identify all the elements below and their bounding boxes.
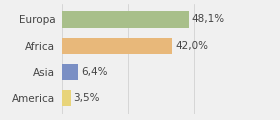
Bar: [62, 90, 71, 106]
Bar: [62, 11, 189, 27]
Text: 6,4%: 6,4%: [81, 67, 108, 77]
Text: 48,1%: 48,1%: [191, 14, 224, 24]
Bar: [62, 64, 78, 80]
Text: 42,0%: 42,0%: [175, 41, 208, 51]
Text: 3,5%: 3,5%: [73, 93, 100, 103]
Bar: [62, 38, 172, 54]
